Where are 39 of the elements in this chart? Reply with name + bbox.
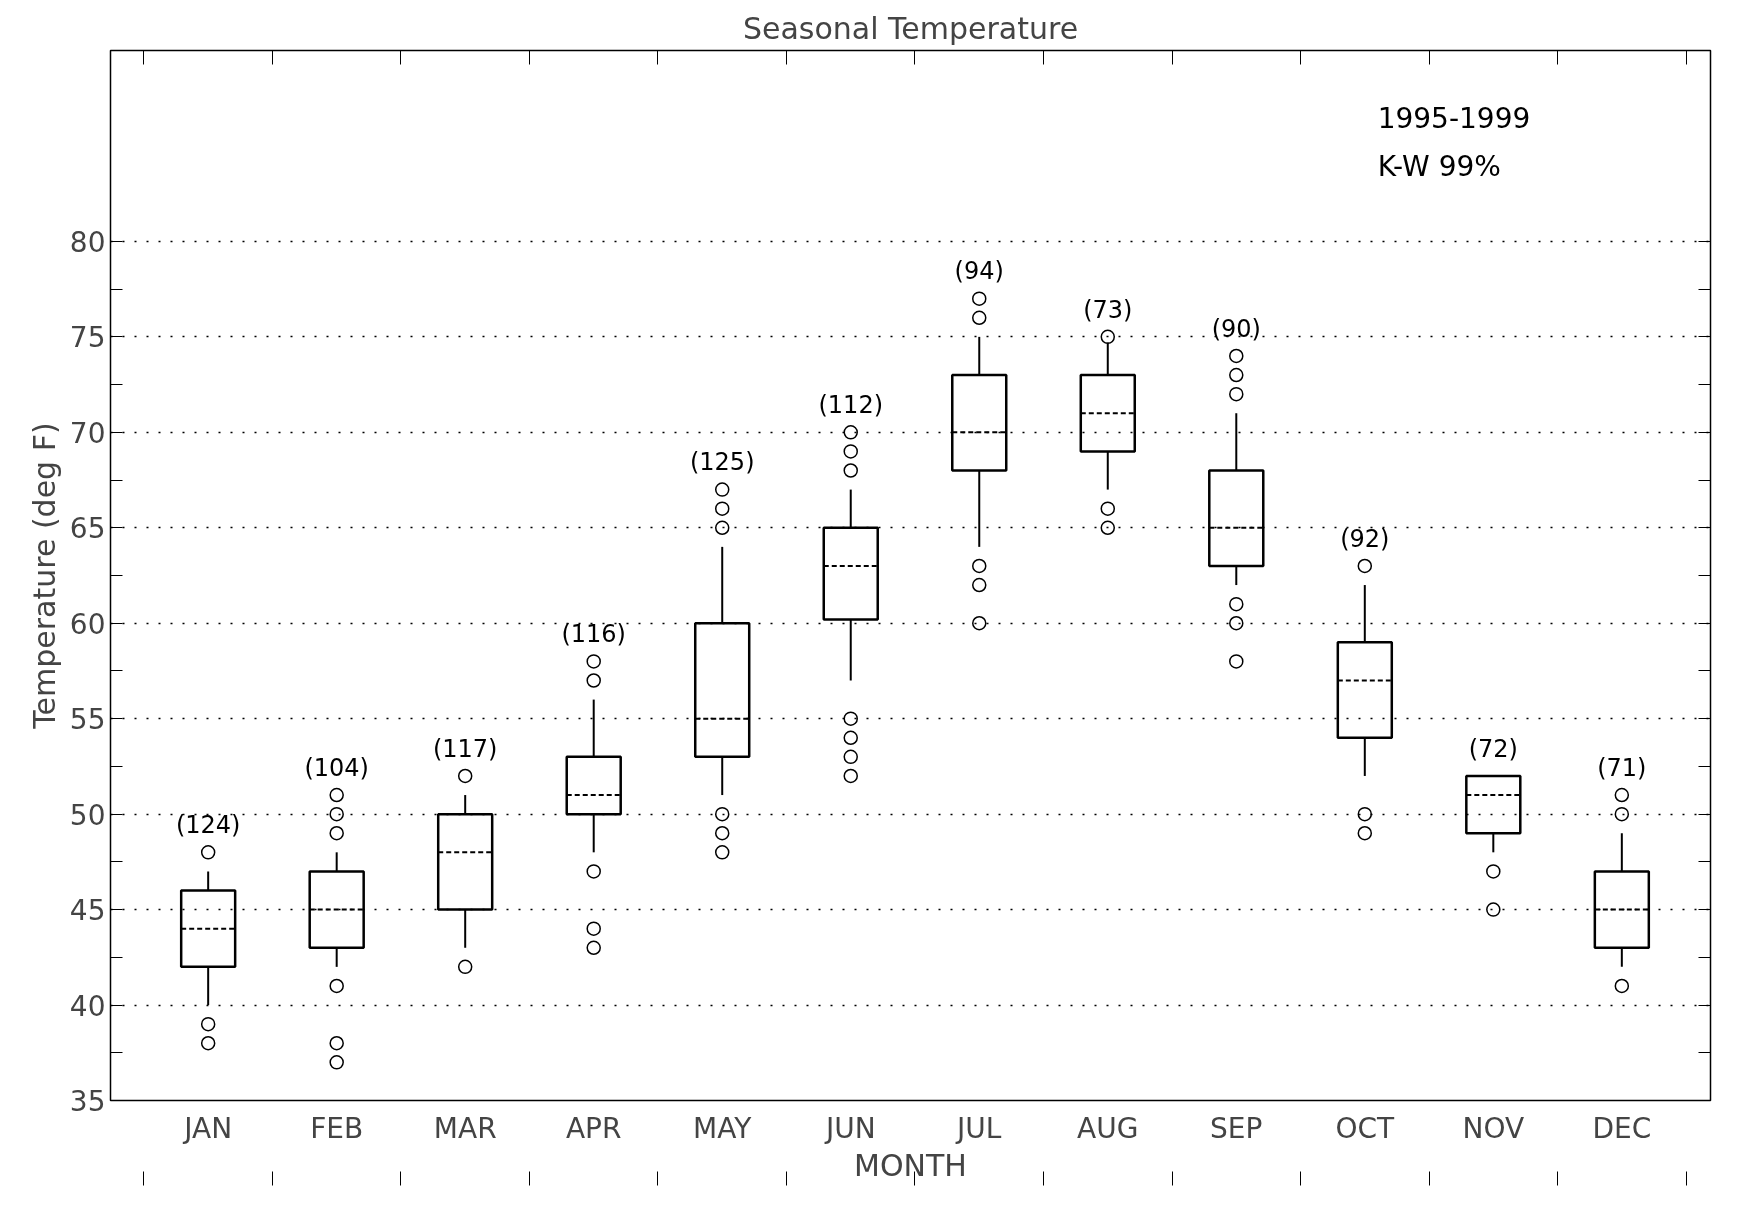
y-tick-label: 55 [69, 703, 106, 737]
y-tick-label: 35 [69, 1085, 106, 1118]
x-tick-label: JUL [955, 1111, 1002, 1145]
annotation: (116) [561, 620, 626, 649]
x-tick-label: FEB [310, 1111, 364, 1145]
annotation: (117) [432, 734, 498, 763]
annotation: (112) [818, 390, 884, 419]
annotation: (71) [1597, 753, 1647, 782]
annotation: (124) [175, 810, 241, 839]
x-tick-label: OCT [1335, 1111, 1396, 1145]
y-tick-label: 45 [69, 894, 106, 928]
x-tick-label: MAR [433, 1111, 497, 1145]
x-tick-label: JUN [823, 1111, 876, 1145]
annotation: (125) [689, 448, 755, 477]
y-tick-label: 50 [69, 798, 106, 832]
annotation: K-W 99% [1377, 150, 1501, 184]
annotation: (104) [304, 753, 369, 782]
x-axis-title: MONTH [854, 1147, 967, 1183]
annotation: (73) [1083, 295, 1133, 324]
y-tick-label: 75 [69, 321, 106, 355]
chart-title: Seasonal Temperature [742, 10, 1079, 46]
y-tick-label: 65 [69, 512, 106, 546]
annotation: (72) [1468, 734, 1518, 763]
y-tick-label: 80 [69, 225, 106, 259]
x-tick-label: AUG [1077, 1111, 1139, 1145]
x-tick-label: SEP [1210, 1111, 1263, 1145]
annotation: 1995-1999 [1377, 101, 1531, 135]
annotation: (92) [1340, 524, 1390, 553]
y-tick-label: 60 [69, 607, 106, 641]
x-tick-label: JAN [182, 1111, 233, 1145]
y-axis-title: Temperature (deg F) [26, 422, 62, 730]
annotation: (90) [1211, 314, 1261, 343]
y-tick-label: 40 [69, 989, 106, 1023]
annotation: (94) [954, 257, 1004, 286]
x-tick-label: DEC [1592, 1111, 1652, 1145]
x-tick-label: MAY [693, 1111, 753, 1145]
x-tick-label: APR [565, 1111, 622, 1145]
y-tick-label: 70 [69, 416, 106, 450]
x-tick-label: NOV [1462, 1111, 1525, 1145]
